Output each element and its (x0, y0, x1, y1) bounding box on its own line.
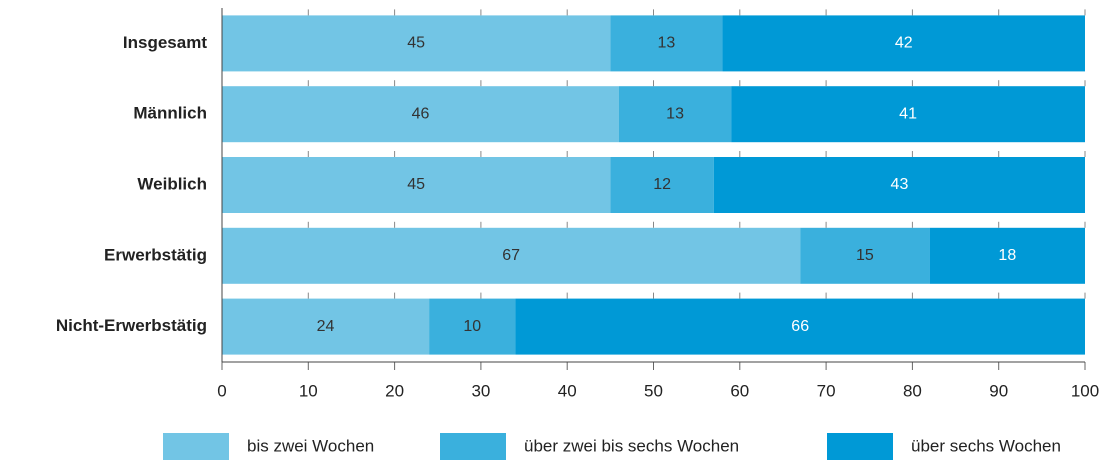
bar-segment (222, 157, 611, 213)
bar-segment (429, 298, 516, 355)
x-tick-label: 0 (217, 381, 226, 400)
legend-label: bis zwei Wochen (247, 436, 374, 455)
bar-segment (515, 298, 1085, 355)
bar-segment (610, 157, 714, 213)
legend-swatch (827, 433, 893, 460)
x-tick-label: 50 (644, 381, 663, 400)
x-tick-label: 80 (903, 381, 922, 400)
data-label: 13 (666, 105, 684, 122)
data-label: 66 (791, 318, 809, 335)
data-label: 43 (891, 176, 909, 193)
legend-swatch (440, 433, 506, 460)
data-label: 18 (998, 247, 1016, 264)
bar-segment (618, 86, 732, 143)
x-tick-label: 40 (558, 381, 577, 400)
x-tick-label: 20 (385, 381, 404, 400)
legend-swatch (163, 433, 229, 460)
bar-segment (222, 15, 611, 72)
data-label: 45 (407, 176, 425, 193)
data-label: 12 (653, 176, 671, 193)
category-label: Nicht-Erwerbstätig (56, 316, 207, 335)
legend-label: über sechs Wochen (911, 436, 1061, 455)
x-tick-label: 10 (299, 381, 318, 400)
category-label: Männlich (133, 104, 207, 123)
bar-segment (222, 298, 430, 355)
x-tick-label: 60 (730, 381, 749, 400)
category-label: Weiblich (137, 174, 207, 193)
data-label: 13 (658, 35, 676, 52)
data-label: 42 (895, 35, 913, 52)
data-label: 67 (502, 247, 520, 264)
x-tick-label: 30 (471, 381, 490, 400)
bar-segment (222, 227, 801, 284)
bar-segment (800, 227, 930, 284)
data-label: 46 (412, 105, 430, 122)
data-label: 10 (463, 318, 481, 335)
x-tick-label: 70 (817, 381, 836, 400)
data-label: 45 (407, 35, 425, 52)
data-label: 41 (899, 105, 917, 122)
bar-segment (610, 15, 723, 72)
x-tick-label: 100 (1071, 381, 1099, 400)
data-label: 24 (317, 318, 335, 335)
x-tick-label: 90 (989, 381, 1008, 400)
bar-segment (722, 15, 1085, 72)
legend-label: über zwei bis sechs Wochen (524, 436, 739, 455)
bar-segment (713, 157, 1085, 213)
category-label: Insgesamt (123, 33, 207, 52)
data-label: 15 (856, 247, 874, 264)
bar-segment (929, 227, 1085, 284)
category-label: Erwerbstätig (104, 245, 207, 264)
bar-segment (731, 86, 1085, 143)
bar-segment (222, 86, 619, 143)
